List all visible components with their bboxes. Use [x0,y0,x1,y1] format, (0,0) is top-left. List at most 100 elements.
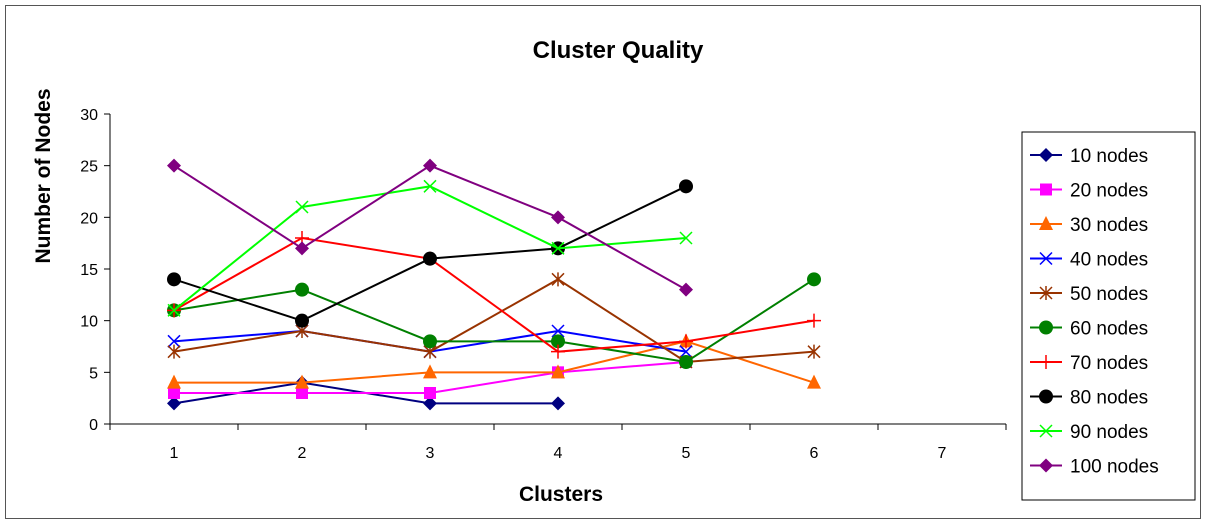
data-point-80-nodes [423,251,437,266]
data-point-60-nodes [423,334,437,349]
data-point-80-nodes [295,313,309,328]
y-tick-label: 15 [80,262,98,279]
legend-label: 90 nodes [1070,422,1148,443]
legend-label: 70 nodes [1070,353,1148,374]
x-tick-label: 4 [554,445,563,462]
series-line-60-nodes [173,278,815,364]
series-100-nodes [167,158,693,297]
chart-title: Cluster Quality [533,37,704,64]
x-tick-label: 1 [170,445,179,462]
data-point-10-nodes [423,396,437,411]
legend: 10 nodes 20 nodes 30 nodes 40 nodes 50 nodes… [1021,131,1196,501]
data-point-10-nodes [551,396,565,411]
x-axis-title: Clusters [519,483,603,506]
legend-item-100-nodes: 100 nodes [1030,457,1159,478]
data-point-70-nodes [551,344,565,359]
series-line-30-nodes [174,340,815,384]
x-tick-label: 5 [682,445,691,462]
y-tick-label: 30 [80,107,98,124]
series-line-70-nodes [173,236,815,353]
legend-item-70-nodes: 70 nodes [1030,353,1148,374]
legend-item-90-nodes: 90 nodes [1030,422,1148,443]
legend-label: 30 nodes [1070,215,1148,236]
data-point-40-nodes [167,334,181,348]
x-tick-label: 3 [426,445,435,462]
legend-marker [1040,183,1052,196]
legend-label: 40 nodes [1070,250,1148,271]
y-tick-label: 10 [80,314,98,331]
line-chart: Cluster Quality Number of Nodes Clusters… [32,37,1196,506]
x-tick-label: 6 [810,445,819,462]
legend-label: 20 nodes [1070,181,1148,202]
legend-marker [1039,251,1053,266]
legend-label: 100 nodes [1070,457,1159,478]
legend-marker [1039,355,1053,369]
data-point-90-nodes [167,303,181,317]
data-point-80-nodes [167,272,181,287]
data-point-30-nodes [551,364,565,379]
legend-label: 10 nodes [1070,146,1148,167]
data-point-90-nodes [551,241,565,255]
y-axis-title: Number of Nodes [32,88,55,263]
series-line-50-nodes [173,278,815,364]
legend-marker [1039,286,1053,300]
series-80-nodes [167,179,693,328]
legend-item-40-nodes: 40 nodes [1030,250,1148,271]
legend-item-20-nodes: 20 nodes [1030,181,1148,202]
data-point-50-nodes [807,344,821,359]
data-point-30-nodes [167,374,181,389]
data-point-60-nodes [295,282,309,297]
data-point-100-nodes [679,282,693,297]
data-point-20-nodes [424,387,436,399]
axes: 0 5 10 15 20 25 30 1 2 3 4 5 6 7 [80,107,1007,462]
data-point-60-nodes [551,334,565,349]
x-tick-label: 2 [298,445,307,462]
data-point-40-nodes [551,324,565,338]
data-point-100-nodes [423,158,437,173]
data-point-90-nodes [679,231,693,245]
chart-frame: Cluster Quality Number of Nodes Clusters… [5,5,1201,519]
data-point-30-nodes [423,364,437,379]
legend-marker [1039,458,1053,473]
data-point-100-nodes [295,241,309,256]
series-line-90-nodes [173,185,687,312]
series-layer [167,158,821,411]
y-tick-label: 25 [80,159,98,176]
series-50-nodes [167,272,821,369]
data-point-90-nodes [295,200,309,214]
y-tick-label: 20 [80,210,98,227]
data-point-50-nodes [167,344,181,359]
data-point-60-nodes [807,272,821,287]
legend-marker [1039,320,1053,335]
data-point-60-nodes [679,355,693,369]
data-point-20-nodes [296,387,308,399]
data-point-100-nodes [167,158,181,173]
series-60-nodes [167,272,821,369]
series-line-100-nodes [173,164,687,291]
data-point-70-nodes [679,334,693,349]
legend-marker [1039,216,1053,230]
data-point-30-nodes [807,374,821,389]
data-point-90-nodes [423,179,437,193]
data-point-50-nodes [551,272,565,287]
data-point-80-nodes [679,179,693,194]
data-point-30-nodes [295,374,309,389]
legend-marker [1039,389,1053,404]
data-point-100-nodes [551,210,565,225]
y-tick-label: 0 [89,417,98,434]
legend-item-80-nodes: 80 nodes [1030,388,1148,409]
data-point-20-nodes [168,387,180,399]
data-point-10-nodes [167,396,181,411]
legend-marker [1039,148,1053,162]
legend-item-10-nodes: 10 nodes [1030,146,1148,167]
legend-item-30-nodes: 30 nodes [1030,215,1148,236]
legend-label: 60 nodes [1070,319,1148,340]
legend-item-60-nodes: 60 nodes [1030,319,1148,340]
legend-marker [1039,424,1053,438]
legend-item-50-nodes: 50 nodes [1030,284,1148,305]
legend-label: 50 nodes [1070,284,1148,305]
y-tick-label: 5 [89,365,98,382]
data-point-40-nodes [679,345,693,359]
legend-label: 80 nodes [1070,388,1148,409]
data-point-70-nodes [807,313,821,328]
